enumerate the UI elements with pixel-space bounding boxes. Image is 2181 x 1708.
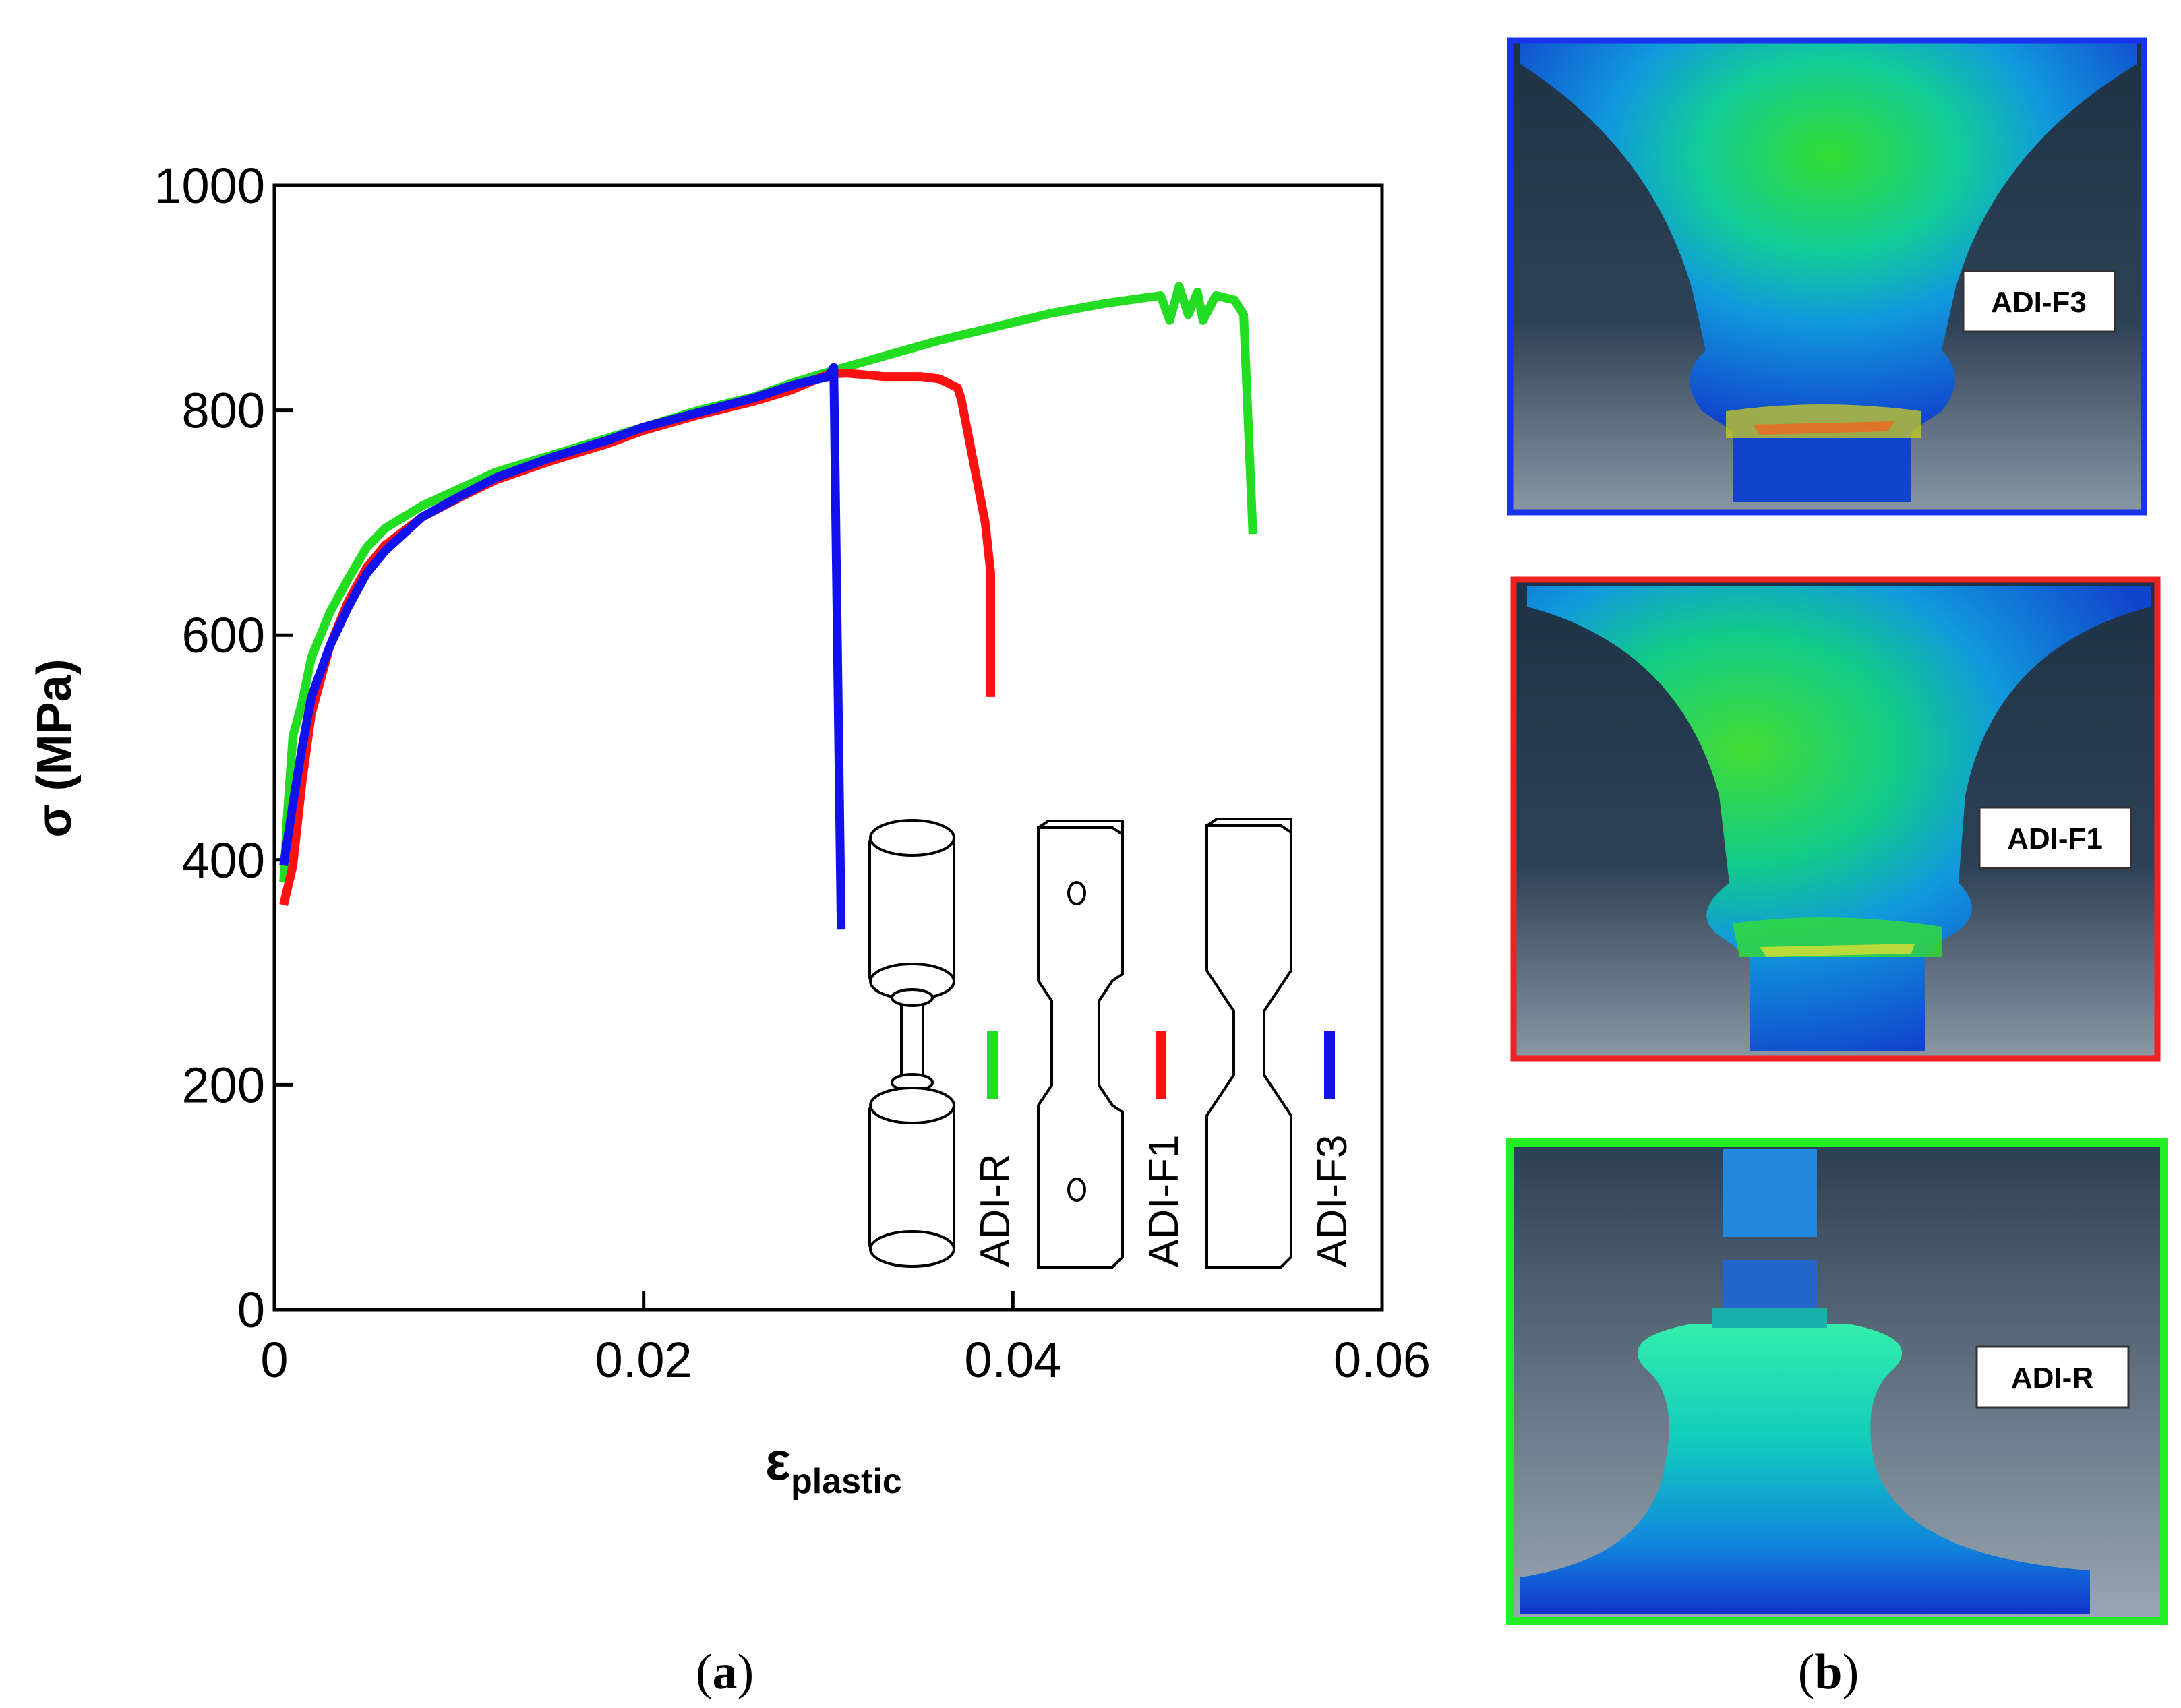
specimen-flat-holes-drawing [1037,820,1124,1269]
x-tick-label: 0.02 [595,1332,692,1388]
y-tick-label: 1000 [154,158,265,214]
specimen-flat-drawing [1205,818,1292,1269]
y-tick-label: 800 [182,383,265,439]
plot-frame [272,183,1384,1312]
data-series [279,282,1257,930]
y-tick-label: 200 [182,1057,265,1113]
y-tick-label: 400 [182,832,265,888]
x-tick-label: 0.04 [964,1332,1061,1388]
panel-caption-b: (b) [1798,1645,1859,1700]
contour-field-adi-r [1520,1324,2090,1614]
y-axis-title: σ (MPa) [28,659,82,837]
x-axis-symbol: ε [765,1431,791,1491]
x-axis-subscript: plastic [791,1462,902,1501]
panel-caption-a: (a) [696,1645,754,1700]
legend-label-adi-f3: ADI-F3 [1309,1135,1356,1267]
inset-specimens [868,818,1292,1269]
series-line-adi-f3 [279,363,846,930]
simulation-adi-f1: ADI-F1 [1510,576,2161,1062]
y-tick-label: 600 [182,607,265,663]
simulation-adi-f3: ADI-F3 [1507,37,2147,516]
specimen-round-drawing [868,819,955,1268]
x-axis-title: εplastic [765,1431,902,1501]
contour-field-adi-f3 [1520,40,2137,502]
inset-legend: ADI-R ADI-F1 ADI-F3 [972,1031,1356,1267]
x-tick-label: 0 [260,1332,288,1388]
contour-field-adi-f1 [1527,586,2151,1051]
x-tick-label: 0.06 [1334,1332,1431,1388]
simulation-label-adi-r: ADI-R [2011,1362,2093,1395]
tick-labels: 0 0.02 0.04 0.06 0 200 400 600 800 1000 [154,158,1431,1388]
y-tick-label: 0 [237,1282,265,1338]
legend-label-adi-r: ADI-R [972,1153,1019,1267]
series-line-adi-r [279,282,1257,883]
simulation-adi-r: ADI-R [1506,1138,2168,1625]
simulation-label-adi-f3: ADI-F3 [1991,286,2087,319]
simulation-panel-b: ADI-F3 ADI-F1 ADI-R (b) [1506,37,2168,1700]
legend-label-adi-f1: ADI-F1 [1141,1135,1187,1267]
simulation-label-adi-f1: ADI-F1 [2007,822,2103,855]
